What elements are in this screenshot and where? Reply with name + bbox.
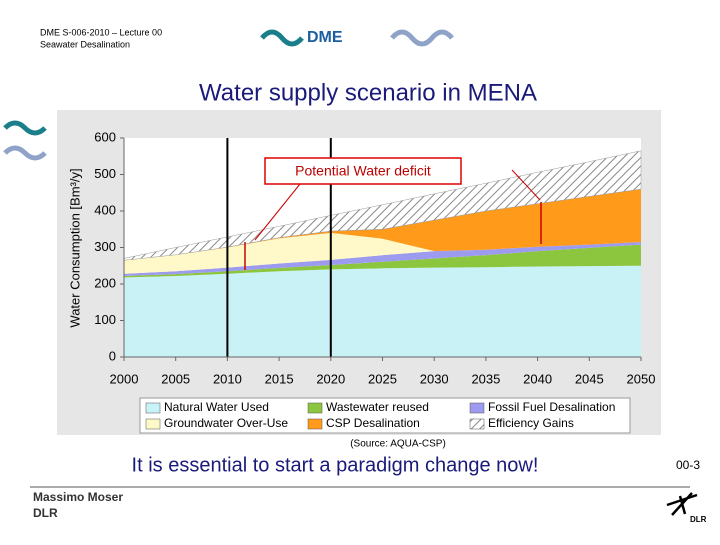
y-tick-label: 0 [109, 348, 116, 363]
legend-swatch [145, 402, 161, 414]
legend-label: Groundwater Over-Use [164, 416, 288, 430]
legend-swatch [469, 402, 485, 414]
footer-author: Massimo Moser [33, 490, 123, 504]
legend-label: Wastewater reused [326, 400, 429, 414]
x-tick-label: 2025 [368, 371, 397, 386]
x-tick-label: 2005 [161, 371, 190, 386]
area [124, 232, 641, 274]
dlr-logo [666, 492, 698, 516]
y-tick-label: 600 [94, 129, 116, 144]
y-tick-label: 300 [94, 239, 116, 254]
x-tick-label: 2030 [420, 371, 449, 386]
legend-swatch [469, 418, 485, 430]
x-tick-label: 2045 [575, 371, 604, 386]
logo-wave [260, 29, 304, 47]
area [123, 150, 642, 261]
legend-swatch [145, 418, 161, 430]
logo-text: DME [307, 29, 343, 46]
legend-label: Natural Water Used [164, 400, 269, 414]
footer-org: DLR [33, 506, 58, 520]
y-tick-label: 100 [94, 312, 116, 327]
x-tick-label: 2000 [110, 371, 139, 386]
annotation: Potential Water deficit [295, 163, 431, 179]
pointer [511, 169, 541, 201]
x-tick-label: 2015 [265, 371, 294, 386]
slide-title: Water supply scenario in MENA [199, 79, 537, 106]
side-wave [3, 120, 47, 136]
legend-label: Efficiency Gains [488, 416, 574, 430]
pointer [254, 183, 301, 241]
y-tick-label: 200 [94, 275, 116, 290]
logo-wave [390, 29, 454, 47]
slogan: It is essential to start a paradigm chan… [132, 454, 539, 476]
legend-box [139, 397, 631, 434]
y-axis-label: Water Consumption [Bm³/y] [67, 168, 82, 327]
y-tick-label: 500 [94, 166, 116, 181]
x-tick-label: 2040 [523, 371, 552, 386]
x-tick-label: 2035 [471, 371, 500, 386]
header-line: Seawater Desalination [40, 39, 130, 49]
x-tick-label: 2020 [316, 371, 345, 386]
legend-label: Fossil Fuel Desalination [488, 400, 615, 414]
source-note: (Source: AQUA-CSP) [350, 439, 446, 450]
x-tick-label: 2010 [213, 371, 242, 386]
header-line: DME S-006-2010 – Lecture 00 [40, 27, 162, 37]
side-wave [3, 145, 47, 161]
y-tick-label: 400 [94, 202, 116, 217]
area [124, 265, 641, 357]
dlr-logo-text: DLR [690, 515, 707, 524]
x-tick-label: 2050 [627, 371, 656, 386]
legend-label: CSP Desalination [326, 416, 420, 430]
legend-swatch [307, 402, 323, 414]
area [124, 242, 641, 276]
page-number: 00-3 [676, 458, 700, 472]
annotation-box [264, 157, 462, 185]
legend-swatch [307, 418, 323, 430]
